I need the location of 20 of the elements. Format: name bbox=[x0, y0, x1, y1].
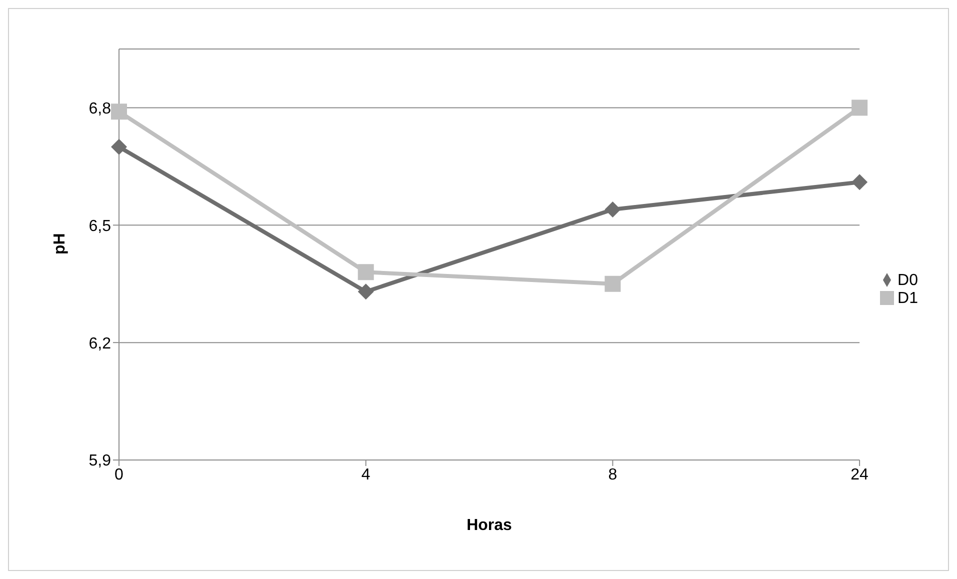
point bbox=[358, 284, 374, 300]
y-tick-label: 5,9 bbox=[88, 452, 112, 470]
legend-label: D1 bbox=[898, 290, 918, 306]
point bbox=[111, 138, 127, 155]
x-tick-label: 0 bbox=[114, 466, 124, 484]
point bbox=[852, 174, 868, 190]
point bbox=[604, 276, 621, 292]
y-axis-title: pH bbox=[52, 233, 69, 254]
x-axis-title: Horas bbox=[466, 517, 512, 534]
point bbox=[111, 104, 127, 120]
y-tick-label: 6,8 bbox=[88, 100, 112, 118]
legend-label: D0 bbox=[898, 272, 918, 288]
x-tick-label: 24 bbox=[850, 466, 869, 484]
y-tick-label: 6,5 bbox=[88, 218, 112, 235]
point bbox=[604, 201, 621, 218]
y-tick-label: 6,2 bbox=[88, 335, 112, 352]
point bbox=[852, 100, 868, 116]
x-tick-label: 4 bbox=[361, 466, 370, 484]
x-tick-label: 8 bbox=[608, 466, 618, 484]
point bbox=[358, 264, 374, 280]
